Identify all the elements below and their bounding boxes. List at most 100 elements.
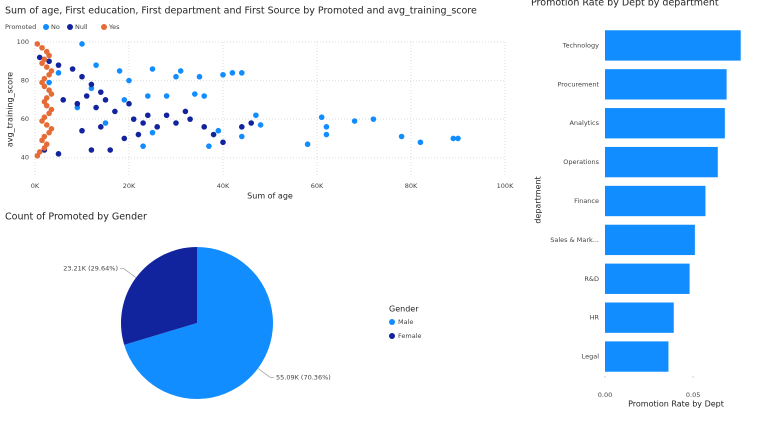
scatter-point <box>102 120 109 126</box>
scatter-point <box>248 120 254 126</box>
y-tick-label: 80 <box>21 77 29 85</box>
scatter-point <box>116 68 123 74</box>
scatter-point <box>79 73 85 80</box>
x-tick-label: 60K <box>311 182 324 190</box>
scatter-point <box>74 100 81 107</box>
scatter-point <box>74 104 81 111</box>
y-tick-label: Operations <box>563 158 599 166</box>
scatter-point <box>46 110 52 117</box>
chart-title: Sum of age, First education, First depar… <box>5 6 477 17</box>
scatter-point <box>220 71 226 78</box>
legend-marker <box>101 24 107 30</box>
scatter-point <box>43 64 50 70</box>
scatter-point <box>304 141 311 148</box>
legend-marker <box>389 319 395 325</box>
scatter-point <box>102 97 109 103</box>
legend-label: No <box>51 23 60 31</box>
scatter-point <box>46 79 52 86</box>
legend-label: Yes <box>108 23 120 31</box>
scatter-point <box>187 116 193 122</box>
leader-line <box>257 368 275 378</box>
legend-label: Null <box>75 23 88 31</box>
scatter-point <box>43 122 50 128</box>
scatter-point <box>39 137 45 144</box>
scatter-point <box>55 62 62 68</box>
scatter-point <box>351 118 358 124</box>
x-axis-label: Sum of age <box>247 192 293 201</box>
leader-line <box>119 268 137 278</box>
bar <box>605 263 690 294</box>
scatter-point <box>455 135 461 142</box>
scatter-point <box>46 52 52 59</box>
scatter-point <box>39 118 45 124</box>
scatter-point <box>210 131 217 138</box>
scatter-point <box>370 116 377 122</box>
scatter-point <box>257 122 264 128</box>
legend-title: Promoted <box>5 23 36 31</box>
scatter-point <box>145 112 151 119</box>
scatter-point <box>93 62 99 68</box>
scatter-point <box>201 124 207 130</box>
scatter-point <box>36 54 43 61</box>
scatter-point <box>140 143 146 149</box>
y-tick-label: R&D <box>584 275 599 283</box>
scatter-point <box>98 89 104 95</box>
scatter-point <box>417 139 424 146</box>
pie-slice <box>121 247 197 345</box>
bar <box>605 146 718 178</box>
y-tick-label: 40 <box>21 154 29 162</box>
scatter-point <box>88 81 95 88</box>
x-tick-label: 80K <box>405 182 418 190</box>
legend-label: Female <box>398 332 422 340</box>
scatter-point <box>220 139 226 146</box>
scatter-point <box>39 60 45 67</box>
legend-label: Male <box>398 318 413 326</box>
y-tick-label: 100 <box>17 38 29 46</box>
scatter-point <box>55 151 62 157</box>
scatter-point <box>239 70 245 76</box>
scatter-point <box>34 41 41 47</box>
scatter-point <box>60 97 66 103</box>
scatter-point <box>173 73 179 80</box>
scatter-point <box>88 147 95 153</box>
scatter-point <box>398 133 405 140</box>
scatter-point <box>41 145 48 151</box>
bar <box>605 30 741 61</box>
scatter-point <box>107 147 113 153</box>
scatter-point <box>46 129 52 136</box>
scatter-point <box>126 100 132 107</box>
scatter-point <box>145 93 151 99</box>
scatter-point <box>323 124 330 130</box>
bar <box>605 108 725 139</box>
x-tick-label: 100K <box>497 182 514 190</box>
legend-marker <box>43 24 49 30</box>
scatter-point <box>149 66 156 72</box>
scatter-point <box>239 124 245 130</box>
scatter-point <box>201 93 207 99</box>
x-tick-label: 20K <box>123 182 136 190</box>
data-label: 23.21K (29.64%) <box>63 265 118 273</box>
legend-marker <box>67 24 73 30</box>
x-tick-label: 0.00 <box>598 391 612 399</box>
scatter-point <box>79 127 85 134</box>
scatter-point <box>192 91 198 97</box>
y-tick-label: Sales & Mark... <box>550 236 599 244</box>
scatter-point <box>126 77 132 84</box>
scatter-point <box>163 112 170 119</box>
scatter-point <box>140 120 146 126</box>
scatter-point <box>46 58 52 65</box>
y-tick-label: HR <box>590 314 600 322</box>
chart-title: Count of Promoted by Gender <box>5 212 147 223</box>
scatter-point <box>177 68 184 74</box>
x-axis-label: Promotion Rate by Dept <box>628 400 724 409</box>
y-tick-label: Legal <box>582 353 600 361</box>
bar <box>605 302 674 333</box>
scatter-point <box>130 116 137 122</box>
scatter-point <box>182 108 189 115</box>
scatter-point <box>83 93 90 99</box>
scatter-point <box>149 129 156 136</box>
x-tick-label: 0K <box>31 182 40 190</box>
scatter-point <box>253 112 259 119</box>
y-axis-label: department <box>534 176 543 223</box>
scatter-point <box>39 44 45 51</box>
